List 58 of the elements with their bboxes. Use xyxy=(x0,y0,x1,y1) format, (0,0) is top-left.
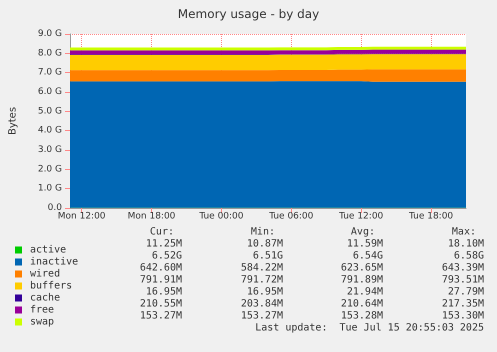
text: 210.64M xyxy=(340,298,383,310)
legend-label: wired xyxy=(30,268,60,280)
text: 27.79M xyxy=(448,286,484,298)
text: 203.84M xyxy=(240,298,283,310)
y-tick-label: 4.0 G xyxy=(38,126,62,136)
legend-label: inactive xyxy=(30,256,78,268)
x-tick-label: Mon 18:00 xyxy=(128,212,176,222)
y-axis-title: Bytes xyxy=(8,106,18,136)
y-tick-label: 9.0 G xyxy=(38,29,62,39)
text: 11.25M xyxy=(146,238,182,250)
text: 793.51M xyxy=(442,274,484,286)
text: 584.22M xyxy=(240,262,283,274)
y-tick-label: 2.0 G xyxy=(38,164,62,174)
text: 16.95M xyxy=(146,286,182,298)
x-tick-label: Tue 06:00 xyxy=(268,212,314,222)
x-tick-label: Tue 12:00 xyxy=(338,212,384,222)
legend-label: cache xyxy=(30,292,60,304)
text: 791.72M xyxy=(240,274,283,286)
text: 153.30M xyxy=(442,310,484,322)
y-tick-label: 7.0 G xyxy=(38,68,62,78)
text: Cur: xyxy=(150,226,174,238)
y-tick-label: 6.0 G xyxy=(38,87,62,97)
text: 11.59M xyxy=(346,238,383,250)
text: 791.89M xyxy=(340,274,383,286)
legend-label: swap xyxy=(30,316,54,328)
text: 643.39M xyxy=(442,262,484,274)
text: 623.65M xyxy=(340,262,383,274)
legend-label: buffers xyxy=(30,280,72,292)
y-tick-label: 0.0 xyxy=(48,203,62,213)
text: 18.10M xyxy=(448,238,484,250)
legend-label: free xyxy=(30,304,54,316)
text: 6.52G xyxy=(152,250,182,262)
chart-title: Memory usage - by day xyxy=(178,7,320,21)
x-tick-label: Tue 18:00 xyxy=(408,212,454,222)
text: 10.87M xyxy=(246,238,283,250)
text: 210.55M xyxy=(140,298,182,310)
text: Avg: xyxy=(350,226,375,238)
text: 21.94M xyxy=(346,286,383,298)
y-tick-label: 1.0 G xyxy=(38,184,62,194)
text: 153.28M xyxy=(340,310,383,322)
text: 153.27M xyxy=(140,310,182,322)
text: Min: xyxy=(250,226,275,238)
text: Max: xyxy=(452,226,476,238)
text: 153.27M xyxy=(240,310,283,322)
y-tick-label: 8.0 G xyxy=(38,48,62,58)
text: 6.51G xyxy=(252,250,283,262)
x-tick-label: Mon 12:00 xyxy=(58,212,106,222)
x-tick-label: Tue 00:00 xyxy=(198,212,244,222)
text: 791.91M xyxy=(140,274,182,286)
text: 6.58G xyxy=(454,250,484,262)
legend-label: active xyxy=(30,244,66,256)
text: 6.54G xyxy=(352,250,383,262)
text: 16.95M xyxy=(246,286,283,298)
y-tick-label: 3.0 G xyxy=(38,145,62,155)
y-tick-label: 5.0 G xyxy=(38,106,62,116)
text: Last update: Tue Jul 15 20:55:03 2025 xyxy=(255,322,484,334)
text: 642.60M xyxy=(140,262,182,274)
text: 217.35M xyxy=(442,298,484,310)
